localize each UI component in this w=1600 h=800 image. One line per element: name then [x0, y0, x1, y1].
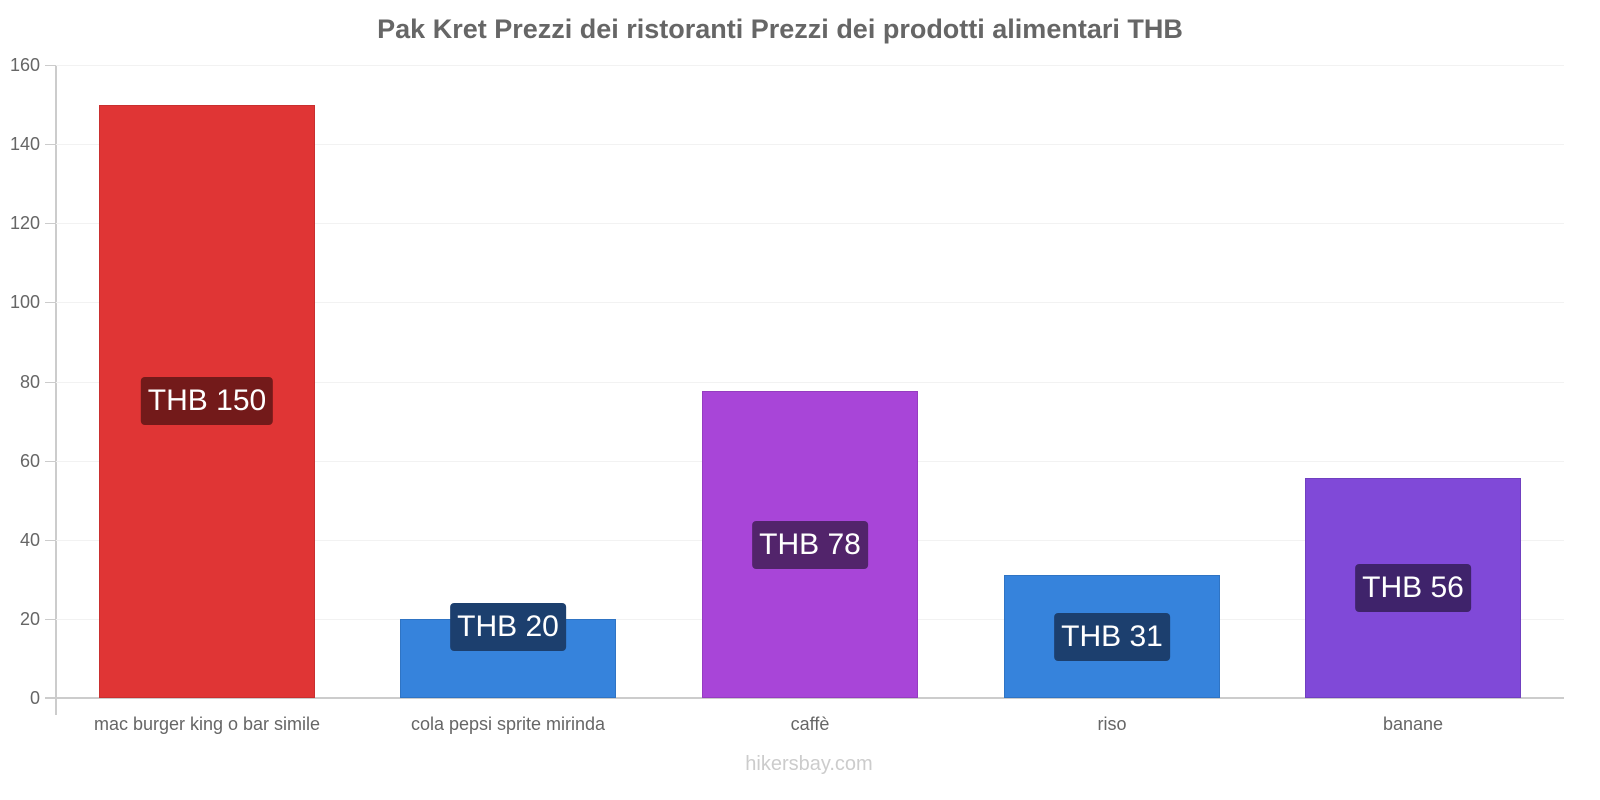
x-tick-label: cola pepsi sprite mirinda — [410, 714, 606, 734]
y-tick-label: 120 — [9, 213, 40, 233]
y-tick-label: 60 — [19, 451, 40, 471]
y-axis-line — [55, 65, 57, 715]
x-tick-label: banane — [1382, 714, 1444, 734]
y-tick-label: 140 — [9, 134, 40, 154]
x-tick-label: riso — [1097, 714, 1127, 734]
watermark: hikersbay.com — [745, 753, 873, 775]
bar-value-label: THB 20 — [450, 603, 566, 651]
y-tick-label: 160 — [9, 55, 40, 75]
y-tick-mark — [45, 144, 55, 145]
y-tick-label: 0 — [29, 688, 40, 708]
y-tick-mark — [45, 223, 55, 224]
y-tick-mark — [45, 540, 55, 541]
y-tick-mark — [45, 65, 55, 66]
gridline — [56, 382, 1564, 383]
y-tick-label: 20 — [19, 609, 40, 629]
x-tick-label: caffè — [790, 714, 830, 734]
y-tick-label: 40 — [19, 530, 40, 550]
y-tick-mark — [45, 698, 55, 699]
bar-value-label: THB 31 — [1054, 613, 1170, 661]
y-tick-mark — [45, 302, 55, 303]
bar-value-label: THB 78 — [752, 521, 868, 569]
y-tick-label: 100 — [9, 292, 40, 312]
gridline — [56, 302, 1564, 303]
gridline — [56, 144, 1564, 145]
gridline — [56, 223, 1564, 224]
y-tick-label: 80 — [19, 372, 40, 392]
y-tick-mark — [45, 461, 55, 462]
bar-value-label: THB 56 — [1355, 564, 1471, 612]
chart-title: Pak Kret Prezzi dei ristoranti Prezzi de… — [377, 14, 1183, 44]
bar-value-label: THB 150 — [140, 377, 274, 425]
gridline — [56, 65, 1564, 66]
x-tick-label: mac burger king o bar simile — [93, 714, 321, 734]
y-tick-mark — [45, 619, 55, 620]
y-tick-mark — [45, 382, 55, 383]
x-axis-line — [45, 697, 1564, 699]
